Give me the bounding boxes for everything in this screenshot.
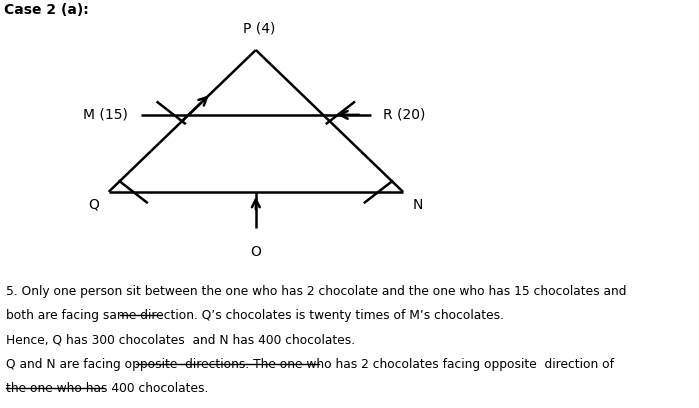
Text: Case 2 (a):: Case 2 (a): [4,3,89,18]
Text: O: O [250,244,261,259]
Text: both are facing same direction. Q’s chocolates is twenty times of M’s chocolates: both are facing same direction. Q’s choc… [6,309,504,322]
Text: R (20): R (20) [383,108,426,122]
Text: M (15): M (15) [83,108,129,122]
Text: 5. Only one person sit between the one who has 2 chocolate and the one who has 1: 5. Only one person sit between the one w… [6,285,627,298]
Text: Hence, Q has 300 chocolates  and N has 400 chocolates.: Hence, Q has 300 chocolates and N has 40… [6,334,355,347]
Text: Q and N are facing opposite  directions. The one who has 2 chocolates facing opp: Q and N are facing opposite directions. … [6,358,614,371]
Text: Q: Q [89,198,99,212]
Text: the one who has 400 chocolates.: the one who has 400 chocolates. [6,382,209,395]
Text: N: N [412,198,423,212]
Text: P (4): P (4) [243,22,275,36]
